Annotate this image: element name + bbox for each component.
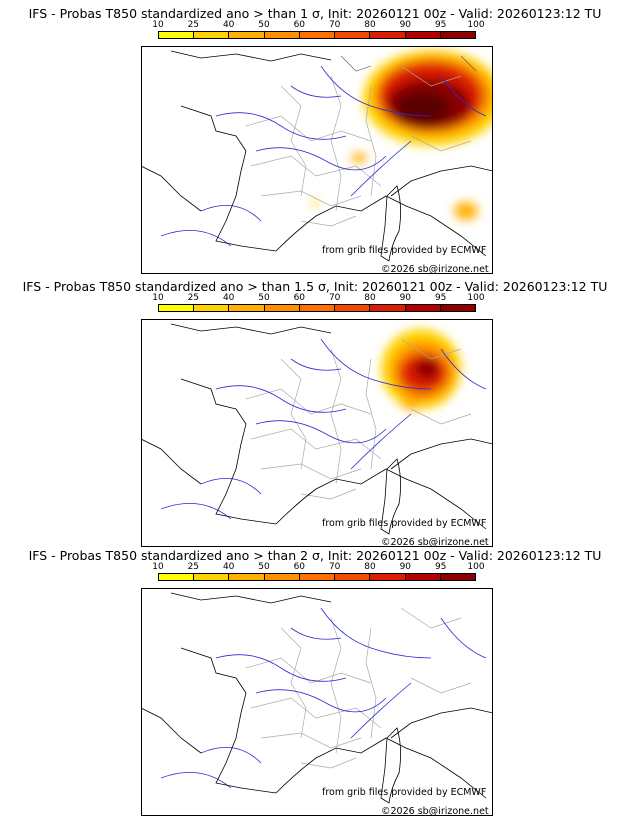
legend-swatch — [299, 32, 336, 38]
legend-swatch — [370, 574, 406, 580]
legend-color-scale — [158, 31, 476, 39]
admin-borders — [245, 338, 472, 500]
legend-tick: 90 — [399, 562, 412, 572]
legend-swatch — [229, 32, 265, 38]
legend-swatch — [159, 574, 195, 580]
panel-title: IFS - Probas T850 standardized ano > tha… — [28, 548, 602, 563]
legend-tick: 70 — [328, 293, 341, 303]
legend-tick: 40 — [222, 293, 235, 303]
legend-tick: 100 — [467, 562, 485, 572]
legend-tick: 10 — [152, 562, 164, 572]
legend-tick: 95 — [434, 562, 447, 572]
legend-tick: 100 — [467, 293, 485, 303]
legend-tick: 40 — [222, 562, 235, 572]
probability-field — [311, 50, 493, 220]
legend-swatch — [229, 305, 265, 311]
legend-swatch — [229, 574, 265, 580]
legend-tick: 10 — [152, 293, 164, 303]
legend-tick-labels: 10 25 40 50 60 70 80 90 95 100 — [152, 20, 484, 30]
legend-swatch — [335, 574, 371, 580]
legend-color-scale — [158, 304, 476, 312]
map-area: from grib files provided by ECMWF ©2026 … — [141, 46, 493, 275]
legend-swatch — [370, 32, 406, 38]
map-area: from grib files provided by ECMWF ©2026 … — [141, 319, 493, 548]
data-source-credit: from grib files provided by ECMWF — [322, 245, 487, 256]
legend-tick: 10 — [152, 20, 164, 30]
legend-tick-labels: 10 25 40 50 60 70 80 90 95 100 — [152, 562, 484, 572]
legend-tick: 90 — [399, 20, 412, 30]
copyright-credit: ©2026 sb@irizone.net — [381, 264, 489, 275]
legend-tick: 25 — [187, 293, 200, 303]
legend-tick: 25 — [187, 562, 200, 572]
legend-tick: 50 — [258, 20, 270, 30]
legend-swatch — [194, 574, 230, 580]
legend-swatch — [299, 574, 336, 580]
panel-title: IFS - Probas T850 standardized ano > tha… — [22, 279, 608, 294]
map-panel-2: IFS - Probas T850 standardized ano > tha… — [0, 279, 630, 549]
legend-tick: 60 — [293, 562, 306, 572]
legend-tick: 95 — [434, 293, 447, 303]
legend-swatch — [370, 305, 406, 311]
legend-tick: 40 — [222, 20, 235, 30]
legend-tick: 90 — [399, 293, 412, 303]
coastline — [141, 50, 493, 262]
panel-title: IFS - Probas T850 standardized ano > tha… — [28, 6, 602, 21]
legend-swatch — [440, 574, 475, 580]
map-panel-1: IFS - Probas T850 standardized ano > tha… — [0, 6, 630, 276]
legend-tick: 60 — [293, 20, 306, 30]
legend-swatch — [405, 32, 441, 38]
legend-tick: 95 — [434, 20, 447, 30]
legend-tick: 70 — [328, 20, 341, 30]
coastline — [141, 592, 493, 804]
data-source-credit: from grib files provided by ECMWF — [322, 518, 487, 529]
legend-tick: 80 — [364, 293, 376, 303]
rivers — [160, 338, 487, 520]
coastline — [141, 323, 493, 535]
legend-swatch — [194, 32, 230, 38]
rivers-minor — [340, 55, 477, 72]
legend-swatch — [440, 32, 475, 38]
legend-swatch — [335, 305, 371, 311]
rivers — [160, 65, 487, 247]
admin-borders — [245, 65, 472, 227]
legend-swatch — [159, 305, 195, 311]
legend-swatch — [405, 574, 441, 580]
map-area: from grib files provided by ECMWF ©2026 … — [141, 588, 493, 817]
data-source-credit: from grib files provided by ECMWF — [322, 787, 487, 798]
legend-tick: 80 — [364, 20, 376, 30]
legend-color-scale — [158, 573, 476, 581]
copyright-credit: ©2026 sb@irizone.net — [381, 806, 489, 817]
legend-swatch — [335, 32, 371, 38]
legend-swatch — [264, 574, 300, 580]
legend-tick: 60 — [293, 293, 306, 303]
rivers — [160, 607, 487, 789]
admin-borders — [245, 607, 472, 769]
legend-tick: 50 — [258, 293, 270, 303]
legend-tick: 100 — [467, 20, 485, 30]
legend-swatch — [159, 32, 195, 38]
legend-swatch — [299, 305, 336, 311]
legend-swatch — [194, 305, 230, 311]
legend-swatch — [440, 305, 475, 311]
legend-tick: 50 — [258, 562, 270, 572]
copyright-credit: ©2026 sb@irizone.net — [381, 537, 489, 548]
legend-swatch — [405, 305, 441, 311]
legend-swatch — [264, 305, 300, 311]
legend-tick: 25 — [187, 20, 200, 30]
legend-tick-labels: 10 25 40 50 60 70 80 90 95 100 — [152, 293, 484, 303]
legend-tick: 80 — [364, 562, 376, 572]
legend-tick: 70 — [328, 562, 341, 572]
legend-swatch — [264, 32, 300, 38]
map-panel-3: IFS - Probas T850 standardized ano > tha… — [0, 548, 630, 818]
